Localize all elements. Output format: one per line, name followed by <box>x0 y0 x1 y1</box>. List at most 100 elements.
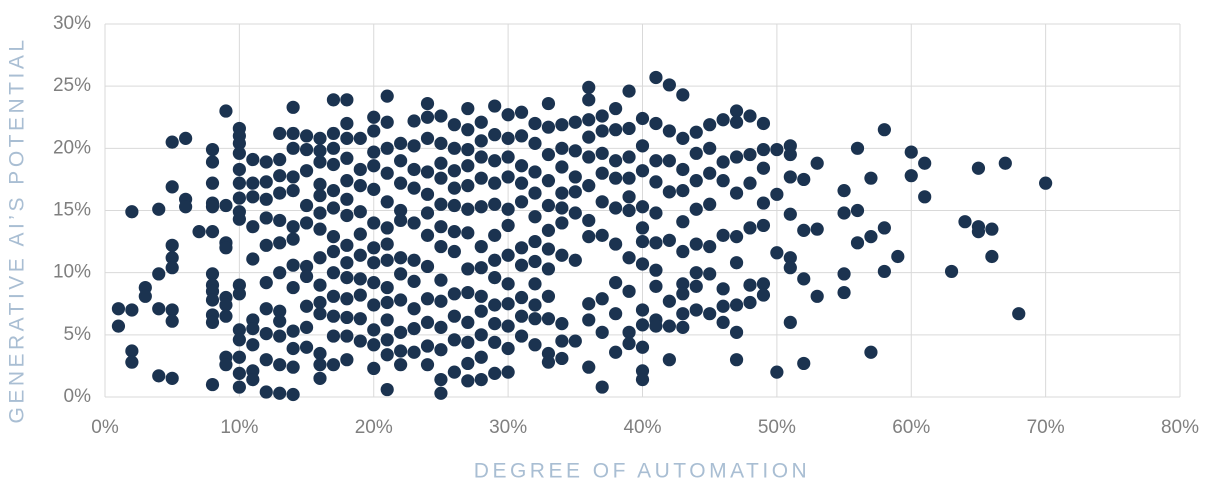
scatter-point <box>541 289 556 303</box>
scatter-point <box>447 244 461 259</box>
scatter-point <box>635 111 650 126</box>
scatter-point <box>138 289 152 303</box>
scatter-point <box>286 232 300 246</box>
x-tick-label: 30% <box>489 417 527 438</box>
y-tick-label: 5% <box>64 324 92 345</box>
scatter-point <box>756 161 771 175</box>
scatter-point <box>541 355 556 369</box>
scatter-point <box>286 141 300 155</box>
scatter-point <box>461 374 475 388</box>
scatter-point <box>514 195 529 209</box>
scatter-point <box>555 248 569 262</box>
scatter-point <box>810 156 824 170</box>
scatter-point <box>367 241 381 255</box>
scatter-point <box>528 298 542 312</box>
scatter-point <box>662 353 676 367</box>
scatter-point <box>783 251 797 265</box>
scatter-point <box>635 221 650 235</box>
scatter-point <box>394 325 408 339</box>
scatter-point <box>313 155 327 169</box>
x-tick-label: 70% <box>1027 417 1065 438</box>
scatter-point <box>582 150 596 164</box>
scatter-point <box>703 197 717 211</box>
scatter-point <box>595 292 609 306</box>
scatter-point <box>582 213 596 228</box>
scatter-point <box>837 285 851 300</box>
scatter-point <box>367 338 381 352</box>
scatter-point <box>595 380 609 394</box>
scatter-point <box>286 280 300 295</box>
scatter-point <box>488 317 502 331</box>
scatter-point <box>367 182 381 196</box>
scatter-point <box>595 124 609 138</box>
scatter-point <box>729 115 744 129</box>
scatter-point <box>340 192 354 206</box>
scatter-point <box>783 261 797 275</box>
scatter-point <box>488 335 502 349</box>
scatter-point <box>770 142 784 157</box>
scatter-point <box>729 298 744 312</box>
scatter-point <box>299 340 314 354</box>
scatter-point <box>273 236 287 250</box>
scatter-point <box>326 358 341 372</box>
scatter-point <box>353 227 367 241</box>
scatter-point <box>743 295 757 310</box>
scatter-point <box>232 212 246 226</box>
scatter-point <box>420 339 435 353</box>
scatter-point <box>461 179 475 193</box>
scatter-point <box>676 88 690 102</box>
scatter-point <box>649 116 663 131</box>
scatter-point <box>904 169 918 183</box>
scatter-point <box>770 246 784 260</box>
x-tick-label: 50% <box>758 417 796 438</box>
scatter-point <box>582 113 596 127</box>
scatter-point <box>273 266 287 280</box>
scatter-point <box>380 280 394 295</box>
scatter-point <box>380 333 394 347</box>
scatter-point <box>461 315 475 329</box>
scatter-point <box>205 293 220 307</box>
scatter-point <box>461 101 475 116</box>
scatter-point <box>676 320 690 334</box>
scatter-point <box>219 241 233 255</box>
scatter-point <box>703 141 717 155</box>
scatter-point <box>380 253 394 267</box>
scatter-point <box>501 218 515 233</box>
scatter-point <box>1039 176 1053 190</box>
scatter-point <box>434 239 448 254</box>
scatter-point <box>420 110 435 124</box>
scatter-point <box>340 93 354 107</box>
scatter-point <box>555 118 569 132</box>
scatter-point <box>609 237 623 251</box>
scatter-point <box>609 276 623 290</box>
scatter-point <box>676 184 690 198</box>
scatter-point <box>461 159 475 173</box>
scatter-point <box>407 345 421 359</box>
scatter-point <box>676 162 690 177</box>
scatter-point <box>447 333 461 347</box>
scatter-point <box>434 386 448 400</box>
scatter-point <box>635 234 650 249</box>
scatter-point <box>676 287 690 301</box>
scatter-point <box>380 237 394 251</box>
scatter-point <box>434 372 448 387</box>
scatter-point <box>447 141 461 155</box>
scatter-point <box>568 185 582 199</box>
scatter-point <box>394 358 408 372</box>
scatter-point <box>259 302 273 316</box>
scatter-point <box>273 186 287 200</box>
y-tick-label: 20% <box>53 137 91 158</box>
scatter-point <box>609 171 623 185</box>
scatter-point <box>797 172 811 187</box>
scatter-point <box>299 129 314 143</box>
scatter-point <box>488 366 502 380</box>
scatter-point <box>434 197 448 211</box>
scatter-point <box>501 365 515 379</box>
scatter-point <box>326 157 341 172</box>
scatter-point <box>662 78 676 92</box>
scatter-point <box>528 165 542 179</box>
scatter-point <box>985 249 999 264</box>
scatter-point <box>514 159 529 173</box>
scatter-point <box>313 206 327 220</box>
scatter-point <box>367 323 381 337</box>
